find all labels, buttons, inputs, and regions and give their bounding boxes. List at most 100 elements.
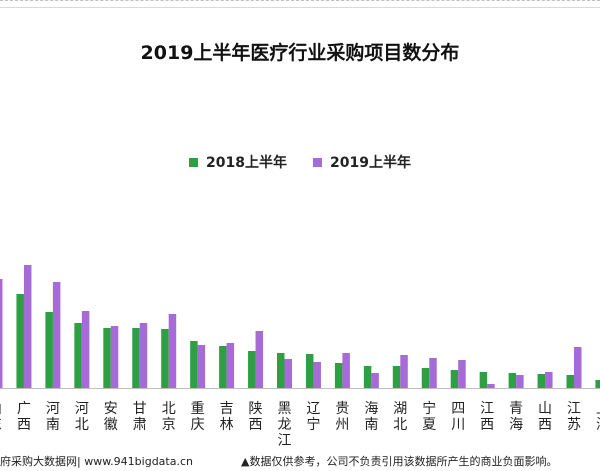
x-tick-label: 州 (335, 417, 349, 433)
bar-2019-4 (110, 326, 119, 388)
x-tick-label: 河 (46, 401, 60, 417)
x-tick-label: 宁 (422, 400, 436, 417)
x-tick-label: 吉 (220, 401, 234, 417)
bar-2018-21 (595, 380, 600, 388)
bar-2018-18 (508, 373, 517, 388)
bar-2018-19 (537, 374, 546, 388)
x-tick-label: 西 (538, 417, 552, 433)
bar-2018-14 (392, 366, 401, 388)
x-tick-label: 林 (220, 417, 234, 433)
legend-item-2018: 2018上半年 (189, 152, 287, 172)
bar-2019-6 (168, 314, 177, 388)
bar-2018-10 (277, 353, 285, 388)
x-tick-label: 山 (0, 401, 2, 417)
x-tick-label: 北 (393, 417, 407, 433)
x-tick-label: 宁 (306, 416, 320, 433)
x-tick-label: 重 (191, 401, 205, 417)
bar-2019-15 (429, 358, 437, 388)
bar-2018-16 (450, 370, 459, 388)
bar-2019-10 (284, 359, 292, 388)
x-tick-label: 青 (509, 401, 523, 417)
x-tick-label: 西 (17, 417, 31, 433)
x-tick-label: 湖 (393, 401, 407, 417)
bar-2018-1 (16, 294, 24, 388)
x-tick-label: 南 (46, 417, 60, 433)
x-tick-label: 陕 (249, 401, 263, 417)
x-tick-label: 四 (451, 401, 465, 417)
bar-2019-12 (342, 353, 350, 388)
x-tick-label: 海 (509, 417, 523, 433)
x-tick-label: 肃 (133, 417, 147, 433)
x-tick-label: 南 (364, 417, 378, 433)
bar-2019-14 (400, 355, 408, 388)
x-tick-label: 甘 (133, 401, 147, 417)
bar-2018-3 (74, 323, 82, 388)
bar-2018-20 (566, 375, 574, 388)
bar-2018-7 (190, 341, 198, 388)
x-tick-label: 京 (162, 417, 176, 433)
bar-2018-17 (479, 372, 488, 388)
legend-label-2018: 2018上半年 (206, 155, 287, 171)
legend-swatch-2019 (313, 157, 322, 167)
footer-disclaimer: ▲数据仅供参考，公司不负责引用该数据所产生的商业负面影响。 (241, 455, 558, 468)
bar-2019-9 (255, 331, 264, 388)
x-tick-label: 西 (480, 417, 494, 433)
x-tick-label: 庆 (191, 417, 205, 433)
x-tick-label: 江 (567, 401, 581, 417)
x-tick-label: 夏 (422, 417, 436, 433)
x-tick-label: 苏 (567, 417, 581, 433)
x-tick-label: 龙 (278, 417, 292, 433)
bar-2018-13 (363, 366, 372, 388)
legend: 2018上半年 2019上半年 (0, 152, 600, 172)
x-tick-label: 西 (249, 417, 263, 433)
bar-2018-8 (219, 346, 227, 388)
legend-swatch-2018 (189, 157, 199, 167)
bar-2019-3 (81, 311, 90, 388)
bar-2019-19 (545, 372, 553, 388)
x-tick-label: 东 (0, 417, 2, 433)
bar-2018-9 (248, 351, 256, 388)
bar-2019-2 (52, 282, 61, 388)
x-tick-label: 上 (596, 401, 600, 417)
x-tick-label: 山 (538, 401, 552, 417)
bar-2019-17 (487, 384, 495, 388)
x-tick-label: 辽 (306, 401, 320, 417)
bar-2019-0 (0, 279, 3, 388)
footer: 府采购大数据网| www.941bigdata.cn ▲数据仅供参考，公司不负责… (0, 453, 600, 471)
bar-2019-18 (516, 375, 524, 388)
x-tick-label: 北 (75, 417, 89, 433)
bar-2019-20 (574, 347, 582, 388)
bar-2018-5 (132, 328, 140, 388)
bar-2018-12 (334, 363, 343, 388)
x-tick-label: 黑 (278, 401, 292, 417)
chart-title: 2019上半年医疗行业采购项目数分布 (140, 42, 460, 64)
x-tick-label: 海 (596, 417, 600, 433)
x-tick-label: 河 (75, 401, 89, 417)
x-tick-label: 海 (364, 401, 378, 417)
bar-2019-5 (139, 323, 148, 388)
bar-2019-8 (226, 343, 235, 388)
bar-2019-7 (197, 345, 206, 388)
x-tick-label: 安 (104, 401, 118, 417)
x-tick-label: 北 (162, 401, 176, 417)
x-tick-label: 江 (480, 401, 494, 417)
x-tick-label: 川 (451, 417, 465, 433)
bar-2018-4 (103, 328, 111, 388)
x-tick-label: 徽 (104, 417, 118, 433)
bar-2018-15 (421, 368, 430, 388)
x-tick-label: 广 (17, 401, 31, 417)
bar-2018-11 (305, 354, 314, 388)
x-tick-label: 贵 (335, 401, 349, 417)
legend-label-2019: 2019上半年 (330, 155, 411, 171)
bar-2018-6 (161, 329, 169, 388)
bar-2019-16 (458, 360, 466, 388)
legend-item-2019: 2019上半年 (313, 152, 411, 172)
bar-2018-2 (45, 312, 53, 388)
x-tick-label: 江 (278, 433, 292, 449)
bar-2019-1 (23, 265, 32, 388)
bar-2019-13 (371, 373, 379, 388)
top-border (0, 7, 600, 10)
bar-2019-11 (313, 362, 321, 388)
